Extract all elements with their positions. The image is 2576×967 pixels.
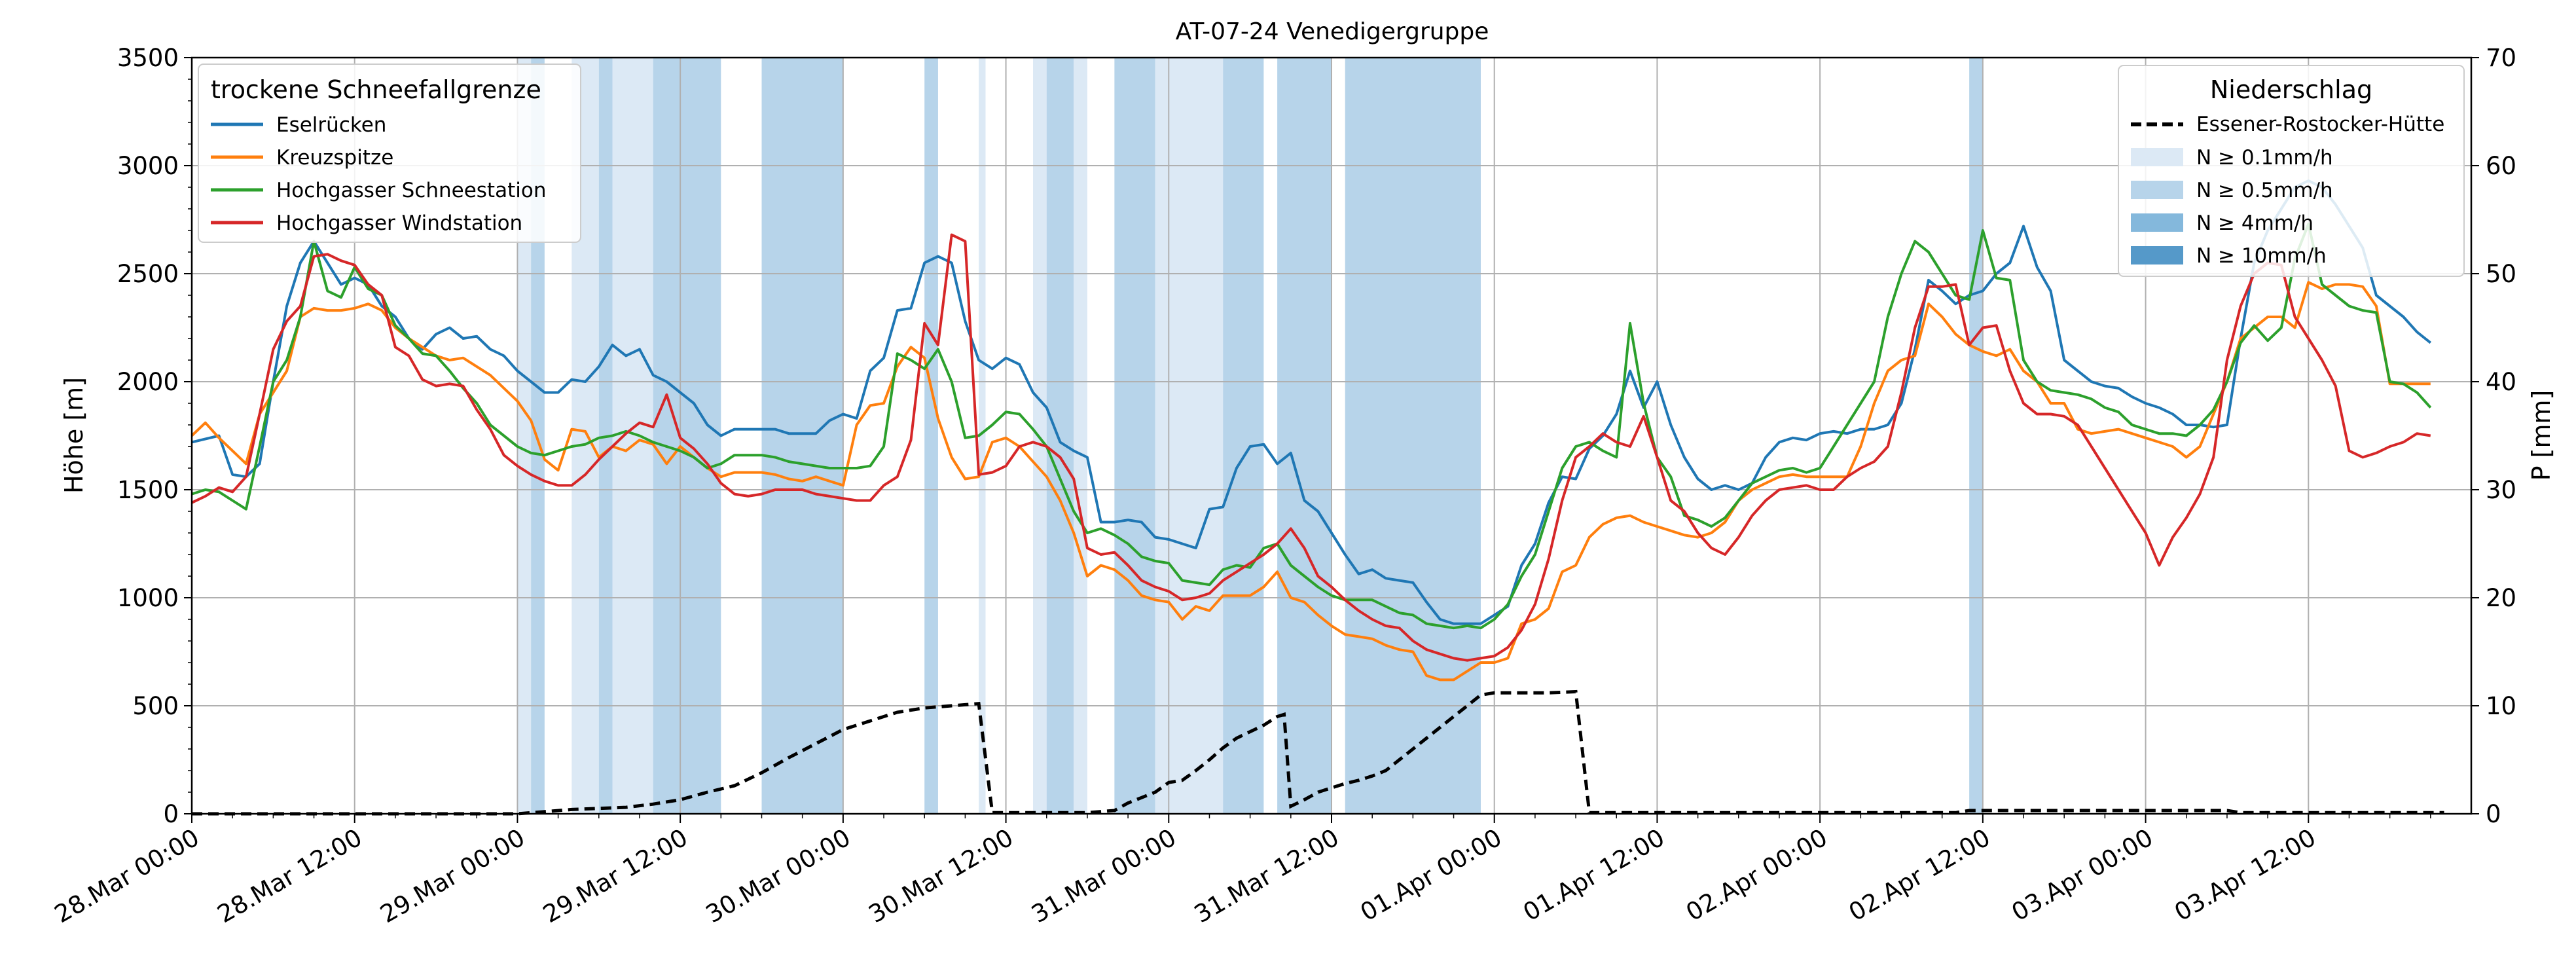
y-tick-label-right: 40 (2486, 368, 2516, 396)
y-tick-label-right: 20 (2486, 584, 2516, 612)
precip-band (1277, 58, 1332, 814)
precip-band (1114, 58, 1155, 814)
precip-band (1969, 58, 1983, 814)
series-lines (190, 179, 2432, 682)
precip-band (1074, 58, 1087, 814)
y-tick-label-right: 60 (2486, 152, 2516, 180)
legend-entry: N ≥ 10mm/h (2196, 244, 2327, 268)
legend-entry: N ≥ 0.5mm/h (2196, 179, 2333, 202)
series-line (191, 179, 2432, 625)
y-tick-label: 500 (132, 692, 179, 720)
precip-band (1046, 58, 1074, 814)
legend-title: trockene Schneefallgrenze (211, 75, 541, 104)
precip-band (517, 58, 532, 814)
y-tick-label-right: 70 (2486, 44, 2516, 72)
legend-entry: Eselrücken (276, 113, 386, 137)
y-tick-label-right: 50 (2486, 260, 2516, 288)
legend-band-swatch (2131, 246, 2183, 265)
legend-entry: Hochgasser Schneestation (276, 179, 546, 202)
y-tick-label-right: 30 (2486, 476, 2516, 504)
precip-band (761, 58, 843, 814)
legend-snowfall-limit: trockene Schneefallgrenze Eselrücken Kreu… (198, 64, 581, 243)
legend-entry: N ≥ 0.1mm/h (2196, 146, 2333, 170)
legend-entry: N ≥ 4mm/h (2196, 211, 2313, 235)
precip-band (531, 58, 545, 814)
y-tick-label: 2500 (117, 260, 179, 288)
y-axis-label: Höhe [m] (60, 377, 88, 494)
legend-entry: Kreuzspitze (276, 146, 393, 170)
legend-band-swatch (2131, 181, 2183, 199)
y-tick-label-right: 0 (2486, 800, 2501, 828)
precip-band (1345, 58, 1481, 814)
y-tick-label-right: 10 (2486, 692, 2516, 720)
series-line (191, 233, 2431, 662)
precip-band (1155, 58, 1224, 814)
y-tick-label: 2000 (117, 368, 179, 396)
legend-entry: Essener-Rostocker-Hütte (2196, 113, 2444, 136)
legend-entry: Hochgasser Windstation (276, 211, 522, 235)
legend-title: Niederschlag (2210, 75, 2372, 104)
y-axis-label-right: P [mm] (2527, 390, 2556, 481)
precip-band (1223, 58, 1264, 814)
y-tick-label: 3500 (117, 44, 179, 72)
chart-title: AT-07-24 Venedigergruppe (1176, 18, 1489, 45)
y-tick-label: 1500 (117, 476, 179, 504)
legend-precipitation: Niederschlag Essener-Rostocker-Hütte N ≥… (2118, 65, 2465, 277)
precip-band (653, 58, 721, 814)
precip-band (1033, 58, 1047, 814)
precipitation-bands (517, 58, 1983, 814)
y-tick-label: 1000 (117, 584, 179, 612)
legend-box (2118, 65, 2465, 277)
precip-band (612, 58, 653, 814)
legend-box (198, 64, 581, 243)
precip-band (979, 58, 986, 814)
series-line (191, 223, 2432, 630)
y-tick-label: 0 (163, 800, 179, 828)
legend-band-swatch (2131, 213, 2183, 232)
y-tick-label: 3000 (117, 152, 179, 180)
precip-band (924, 58, 938, 814)
legend-band-swatch (2131, 148, 2183, 166)
